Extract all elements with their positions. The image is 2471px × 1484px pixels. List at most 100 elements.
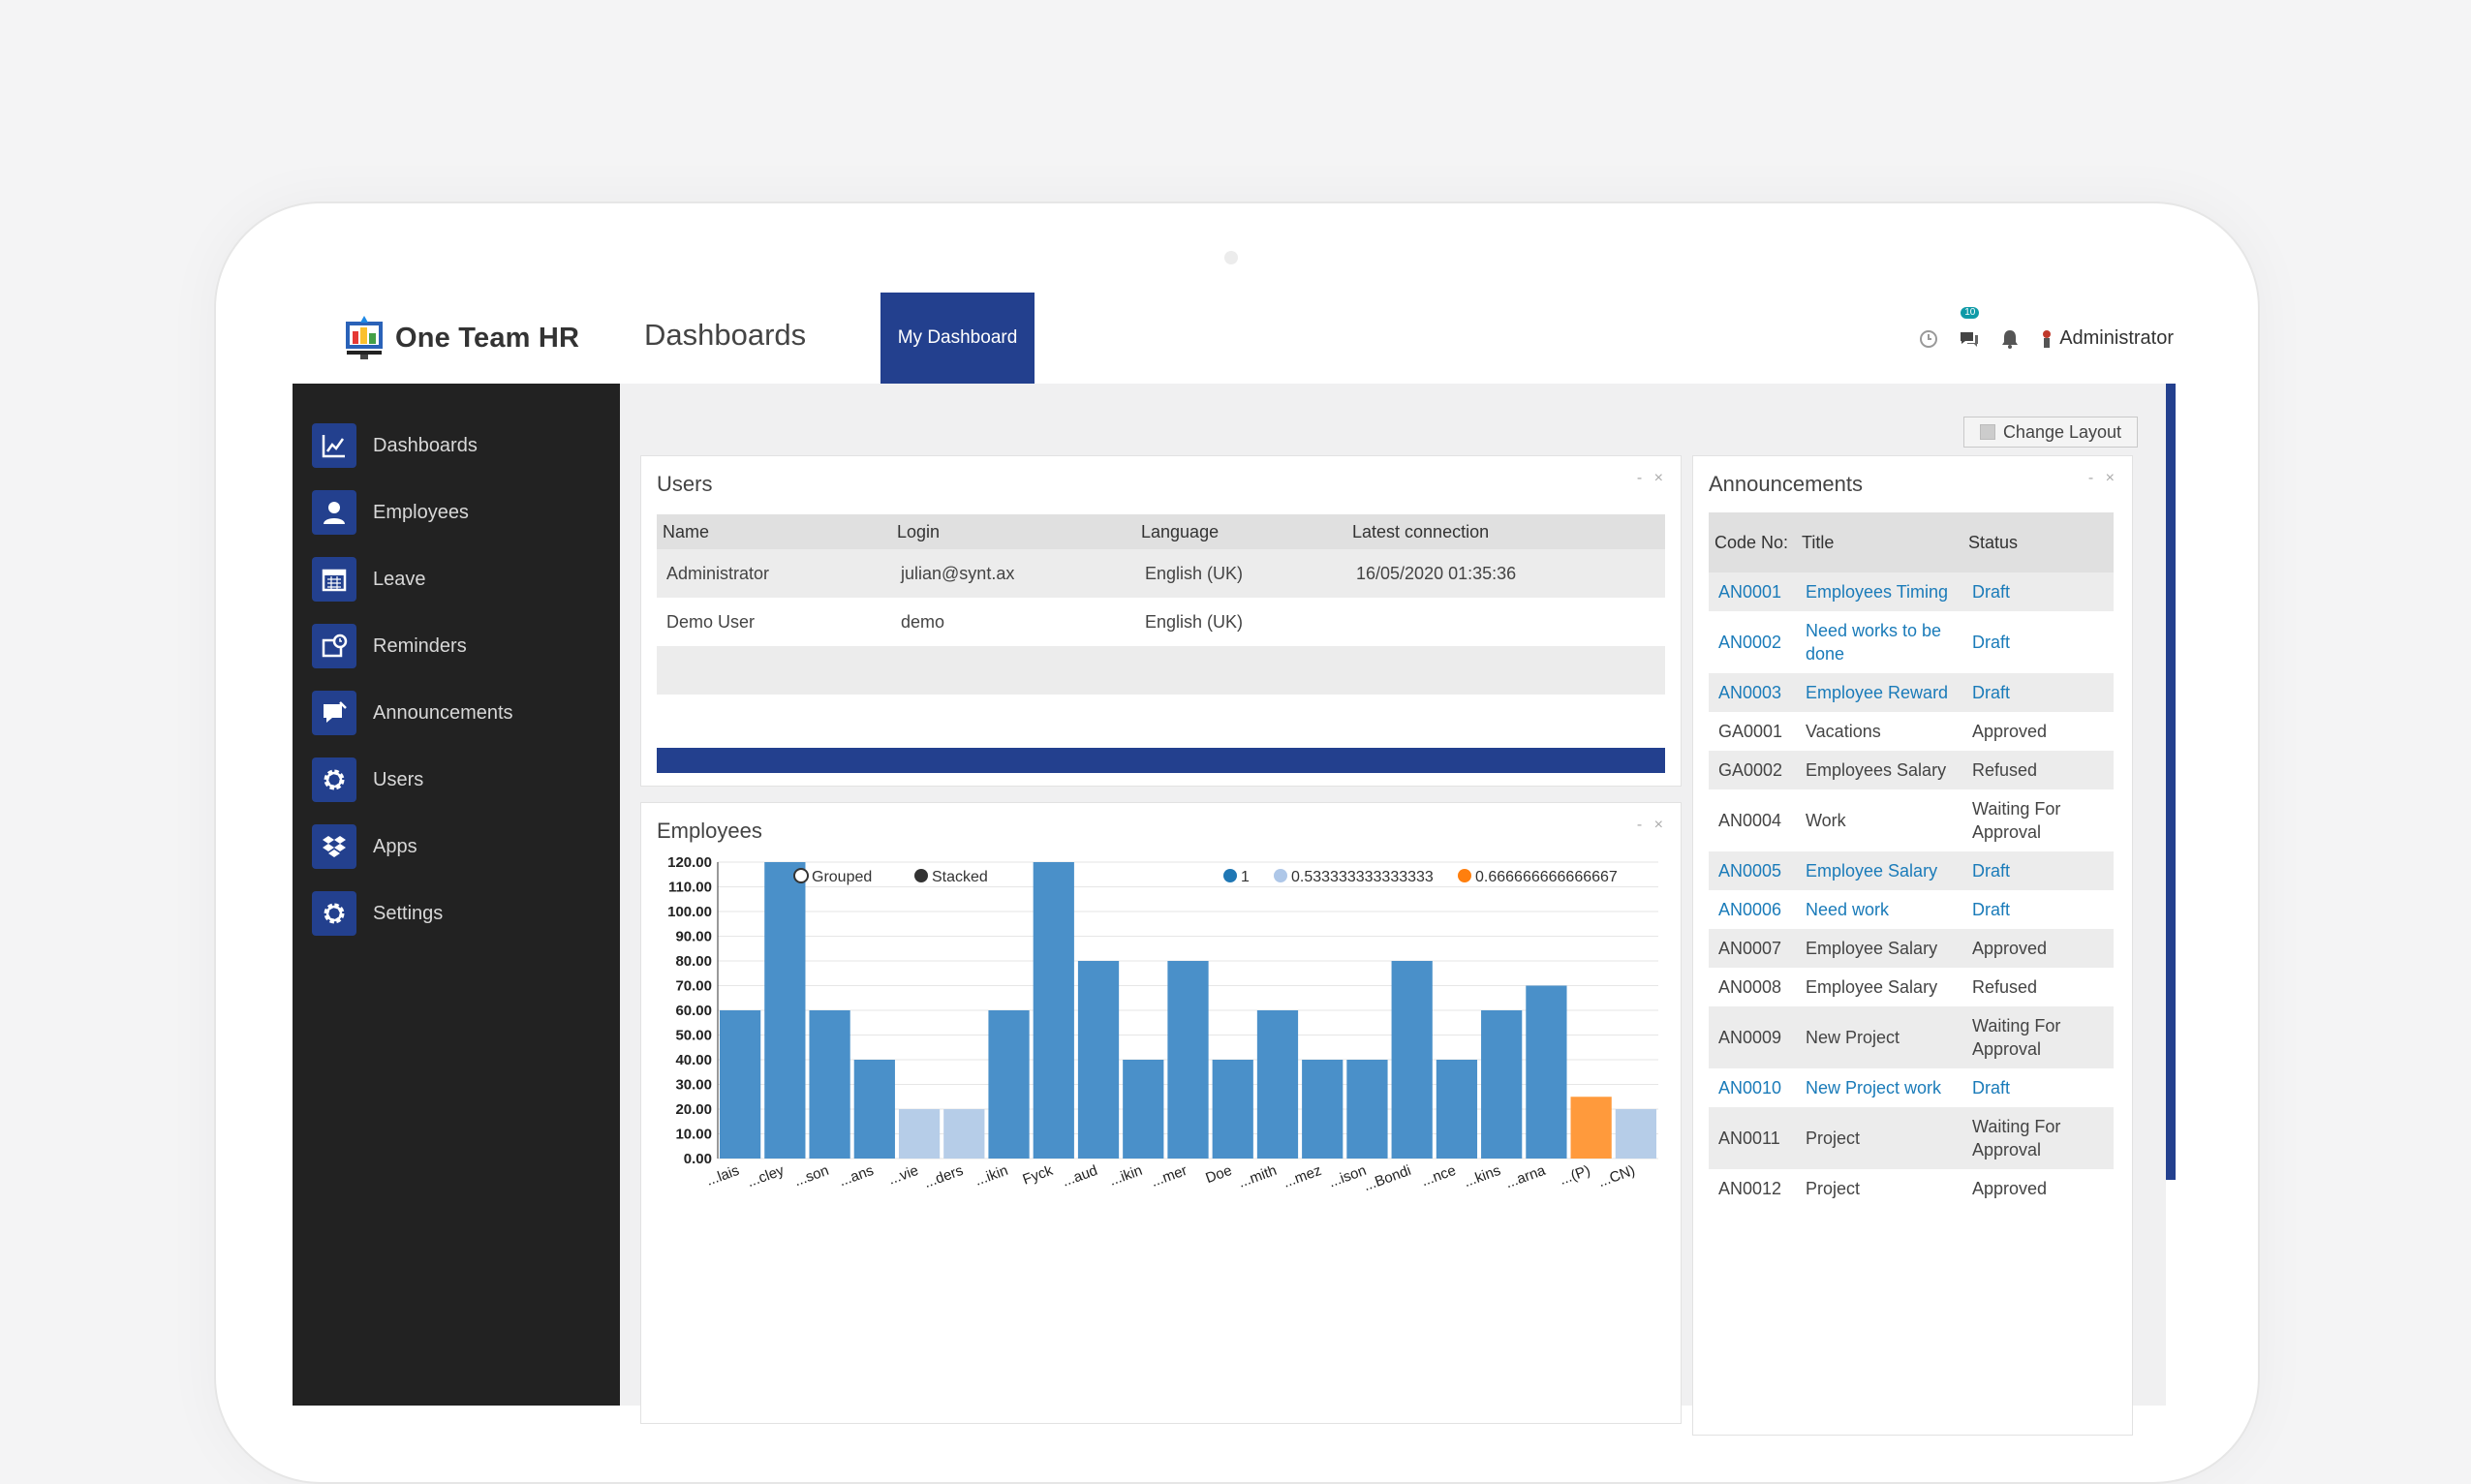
table-cell: English (UK) [1135, 549, 1346, 598]
sidebar-item-dashboards[interactable]: Dashboards [312, 423, 602, 468]
table-row[interactable]: AN0005 Employee Salary Draft [1709, 851, 2114, 890]
announcement-status[interactable]: Draft [1962, 851, 2114, 890]
table-row[interactable]: Demo User demo English (UK) [657, 598, 1665, 646]
bar[interactable] [720, 1010, 761, 1159]
column-header[interactable]: Status [1962, 512, 2114, 572]
announcement-title[interactable]: Need work [1806, 900, 1890, 919]
table-row[interactable]: AN0010 New Project work Draft [1709, 1068, 2114, 1107]
panel-controls[interactable]: - × [2087, 470, 2118, 486]
messages-icon[interactable]: 10 [1959, 306, 1980, 350]
users-pagination-bar[interactable] [657, 748, 1665, 773]
grouped-radio[interactable] [793, 868, 809, 883]
bar[interactable] [1302, 1060, 1344, 1159]
sidebar-item-employees[interactable]: Employees [312, 490, 602, 535]
table-row[interactable]: Administrator julian@synt.ax English (UK… [657, 549, 1665, 598]
user-menu[interactable]: Administrator [2040, 327, 2174, 350]
brand[interactable]: One Team HR [341, 314, 579, 362]
stacked-label[interactable]: Stacked [932, 869, 988, 885]
bar[interactable] [1346, 1060, 1388, 1159]
table-row[interactable]: AN0009 New Project Waiting For Approval [1709, 1006, 2114, 1068]
legend-label[interactable]: 0.666666666666667 [1475, 869, 1618, 885]
sidebar-item-users[interactable]: Users [312, 757, 602, 802]
bar[interactable] [1167, 961, 1209, 1159]
panel-controls[interactable]: - × [1636, 817, 1667, 833]
table-row[interactable]: AN0002 Need works to be done Draft [1709, 611, 2114, 673]
clock-icon[interactable] [1918, 328, 1939, 350]
stacked-radio[interactable] [914, 869, 928, 882]
user-icon [312, 490, 356, 535]
legend-swatch[interactable] [1458, 869, 1471, 882]
announcement-title[interactable]: New Project work [1806, 1078, 1942, 1098]
announcement-code[interactable]: AN0001 [1709, 572, 1796, 611]
announcement-status[interactable]: Draft [1972, 633, 2011, 652]
bar[interactable] [1256, 1010, 1299, 1159]
announcement-title[interactable]: Need works to be done [1806, 621, 1942, 664]
table-row[interactable]: AN0006 Need work Draft [1709, 890, 2114, 929]
column-header[interactable]: Latest connection [1346, 514, 1665, 549]
bell-icon[interactable] [1999, 328, 2021, 350]
sidebar-item-reminders[interactable]: Reminders [312, 624, 602, 668]
announcement-title[interactable]: Employees Timing [1796, 572, 1962, 611]
table-row[interactable]: AN0011 Project Waiting For Approval [1709, 1107, 2114, 1169]
x-tick-label: ...(P) [1558, 1162, 1592, 1189]
column-header[interactable]: Name [657, 514, 891, 549]
column-header[interactable]: Language [1135, 514, 1346, 549]
bar[interactable] [1436, 1060, 1478, 1159]
legend-label[interactable]: 0.533333333333333 [1291, 869, 1434, 885]
table-row[interactable]: GA0001 Vacations Approved [1709, 712, 2114, 751]
announcement-status[interactable]: Draft [1962, 673, 2114, 712]
sidebar-item-apps[interactable]: Apps [312, 824, 602, 869]
bar[interactable] [1212, 1060, 1253, 1159]
table-row[interactable]: AN0001 Employees Timing Draft [1709, 572, 2114, 611]
bar[interactable] [1123, 1060, 1164, 1159]
bar[interactable] [1033, 862, 1074, 1159]
column-header[interactable]: Login [891, 514, 1135, 549]
panel-controls[interactable]: - × [1636, 470, 1667, 486]
announcement-status[interactable]: Draft [1972, 900, 2011, 919]
announcement-status[interactable]: Draft [1962, 572, 2114, 611]
announcement-title: Employees Salary [1796, 751, 1962, 789]
x-tick-label: ...mith [1236, 1162, 1279, 1191]
messages-badge: 10 [1961, 306, 1980, 319]
legend-swatch[interactable] [1223, 869, 1237, 882]
announcement-code[interactable]: AN0002 [1718, 633, 1782, 652]
grouped-label[interactable]: Grouped [812, 869, 872, 885]
sidebar-item-leave[interactable]: Leave [312, 557, 602, 602]
bar[interactable] [988, 1010, 1030, 1159]
table-row[interactable]: AN0004 Work Waiting For Approval [1709, 789, 2114, 851]
bar[interactable] [853, 1060, 895, 1159]
tab-my-dashboard[interactable]: My Dashboard [880, 293, 1035, 384]
announcement-title[interactable]: Employee Reward [1796, 673, 1962, 712]
table-row[interactable]: AN0012 Project Approved [1709, 1169, 2114, 1208]
x-tick-label: ...mez [1281, 1162, 1323, 1191]
table-row[interactable]: AN0007 Employee Salary Approved [1709, 929, 2114, 968]
bar[interactable] [764, 862, 806, 1159]
bar[interactable] [1481, 1010, 1523, 1159]
announcement-code[interactable]: AN0006 [1718, 900, 1782, 919]
table-row[interactable]: GA0002 Employees Salary Refused [1709, 751, 2114, 789]
bar[interactable] [943, 1109, 985, 1159]
bar[interactable] [1570, 1097, 1612, 1159]
table-row[interactable]: AN0008 Employee Salary Refused [1709, 968, 2114, 1006]
announcement-title[interactable]: Employee Salary [1796, 851, 1962, 890]
column-header[interactable]: Code No: [1709, 512, 1796, 572]
change-layout-button[interactable]: Change Layout [1963, 417, 2138, 448]
announcement-code[interactable]: AN0010 [1718, 1078, 1782, 1098]
page-title: Dashboards [644, 318, 807, 352]
announcements-table: Code No: Title Status AN0001 Employees Ti… [1709, 512, 2114, 1208]
bar[interactable] [1391, 961, 1433, 1159]
bar[interactable] [809, 1010, 850, 1159]
legend-label[interactable]: 1 [1241, 869, 1250, 885]
bar[interactable] [1077, 961, 1120, 1159]
legend-swatch[interactable] [1274, 869, 1287, 882]
bar[interactable] [898, 1109, 941, 1159]
announcement-code[interactable]: AN0005 [1709, 851, 1796, 890]
bar[interactable] [1526, 985, 1567, 1159]
bar[interactable] [1615, 1109, 1656, 1159]
announcement-code[interactable]: AN0003 [1709, 673, 1796, 712]
sidebar-item-announcements[interactable]: Announcements [312, 691, 602, 735]
table-row[interactable]: AN0003 Employee Reward Draft [1709, 673, 2114, 712]
sidebar-item-settings[interactable]: Settings [312, 891, 602, 936]
announcement-status[interactable]: Draft [1972, 1078, 2011, 1098]
column-header[interactable]: Title [1796, 512, 1962, 572]
